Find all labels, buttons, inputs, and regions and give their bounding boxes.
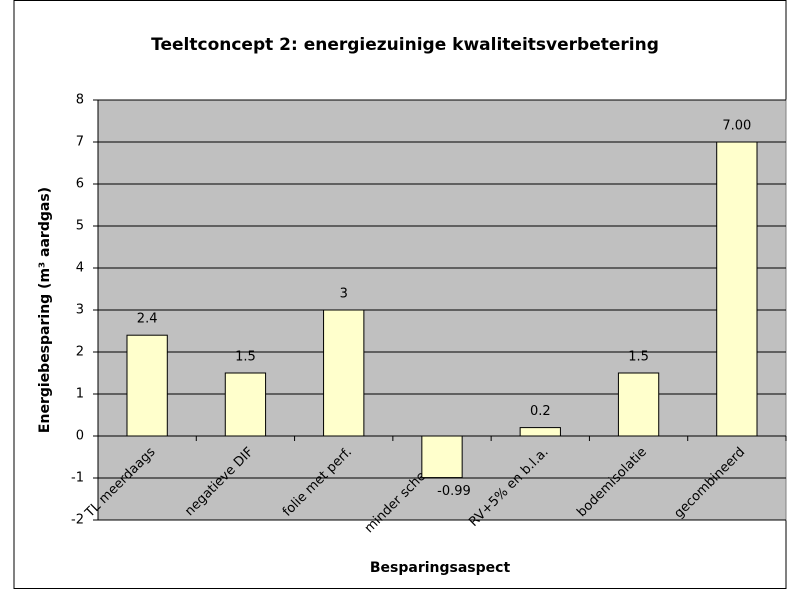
chart-title: Teeltconcept 2: energiezuinige kwaliteit… [151,35,659,55]
value-label: 2.4 [137,312,158,327]
y-tick-label: 3 [76,303,84,318]
value-label: -0.99 [437,484,471,499]
x-axis-title: Besparingsaspect [370,560,511,576]
y-tick-label: 0 [76,429,84,444]
y-tick-label: 2 [76,345,84,360]
bar [716,141,758,437]
y-tick-label: 8 [76,93,84,108]
value-label: 3 [340,287,348,302]
y-axis-title: Energiebesparing (m³ aardgas) [37,187,53,433]
bar [617,372,660,437]
value-label: 7.00 [722,119,751,134]
y-tick-label: -2 [71,513,84,528]
bar [421,435,463,479]
value-label: 0.2 [530,404,551,419]
y-tick-label: 4 [76,261,84,276]
y-tick-label: -1 [71,471,84,486]
y-tick-label: 1 [76,387,84,402]
y-tick-label: 6 [76,177,84,192]
value-label: 1.5 [628,350,649,365]
bar [519,427,561,437]
bar [126,334,168,437]
value-label: 1.5 [235,350,256,365]
y-tick-label: 7 [76,135,84,150]
bar [323,309,365,437]
y-tick-label: 5 [76,219,84,234]
bar [224,372,267,437]
